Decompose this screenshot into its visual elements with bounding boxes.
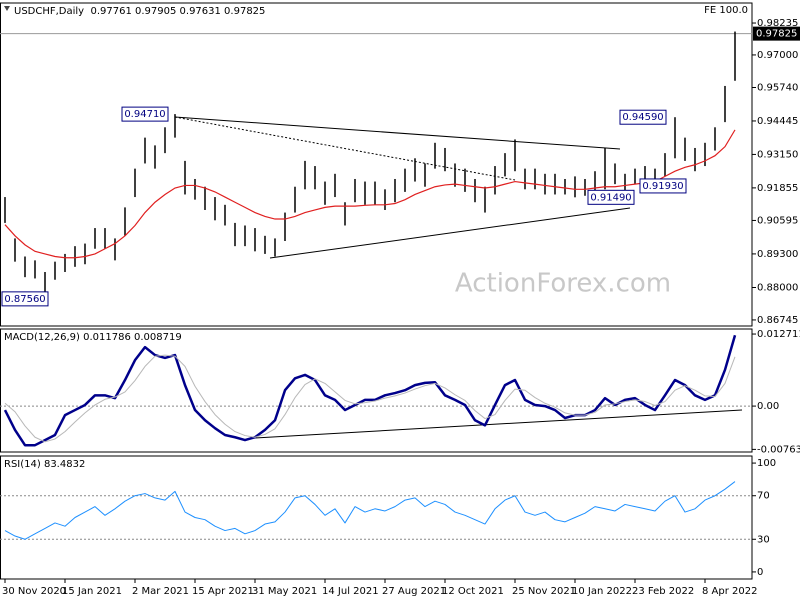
annotation-label: 0.94710 [124, 109, 165, 120]
x-tick-label: 23 Feb 2022 [632, 586, 694, 597]
corner-label: FE 100.0 [704, 5, 748, 16]
y-tick-label: 0.93150 [757, 149, 798, 160]
x-tick-label: 14 Jul 2021 [322, 586, 379, 597]
x-tick-label: 12 Oct 2021 [442, 586, 504, 597]
x-tick-label: 8 Apr 2022 [702, 586, 757, 597]
y-tick-label: 0.00 [757, 401, 779, 412]
panel-frame [0, 455, 753, 580]
annotation-label: 0.91930 [642, 181, 683, 192]
y-tick-label: 0.88000 [757, 282, 798, 293]
y-tick-label: 0.94445 [757, 116, 798, 127]
y-tick-label: -0.007639 [757, 444, 800, 455]
indicator-line [4, 354, 736, 443]
y-tick-label: 0.90595 [757, 215, 798, 226]
panel-title: MACD(12,26,9) 0.011786 0.008719 [4, 332, 182, 343]
trendlines [4, 6, 743, 439]
last-price-label: 0.97825 [756, 29, 797, 40]
annotation-label: 0.91490 [590, 192, 631, 203]
y-tick-label: 100 [757, 458, 776, 469]
annotation-box [587, 189, 635, 205]
y-tick-label: 0.012711 [757, 329, 800, 340]
annotation-label: 0.87560 [4, 294, 45, 305]
x-tick-label: 30 Nov 2020 [2, 586, 66, 597]
panel-frame [0, 328, 753, 453]
trendline [174, 116, 621, 150]
x-tick-label: 15 Apr 2021 [192, 586, 254, 597]
annotation-box [619, 109, 667, 125]
y-tick-label: 0.91855 [757, 183, 798, 194]
x-tick-label: 25 Nov 2021 [512, 586, 576, 597]
y-tick-label: 70 [757, 491, 770, 502]
trendline [269, 207, 631, 259]
x-tick-label: 15 Jan 2021 [62, 586, 122, 597]
y-tick-label: 0.89300 [757, 249, 798, 260]
trendline [254, 409, 743, 439]
y-tick-label: 0.98235 [757, 18, 798, 29]
annotation-box [1, 291, 49, 307]
annotation-label: 0.94590 [622, 112, 663, 123]
moving-average [4, 129, 736, 259]
panel-frame [0, 2, 753, 327]
y-tick-label: 0.95740 [757, 82, 798, 93]
x-tick-label: 27 Aug 2021 [382, 586, 446, 597]
indicator-line [4, 481, 736, 540]
y-tick-label: 0.86745 [757, 315, 798, 326]
trendline [174, 116, 516, 181]
y-tick-label: 0 [757, 567, 763, 578]
y-tick-label: 0.97000 [757, 50, 798, 61]
x-tick-label: 2 Mar 2021 [132, 586, 189, 597]
x-tick-label: 10 Jan 2022 [572, 586, 632, 597]
symbol-icon [4, 6, 10, 11]
watermark: ActionForex.com [455, 269, 671, 299]
panel-title: USDCHF,Daily 0.97761 0.97905 0.97631 0.9… [14, 6, 265, 17]
last-price-box [753, 26, 800, 41]
annotation-box [639, 178, 687, 194]
x-tick-label: 31 May 2021 [252, 586, 317, 597]
annotation-box [121, 106, 169, 122]
y-tick-label: 30 [757, 534, 770, 545]
panel-title: RSI(14) 83.4832 [4, 459, 85, 470]
